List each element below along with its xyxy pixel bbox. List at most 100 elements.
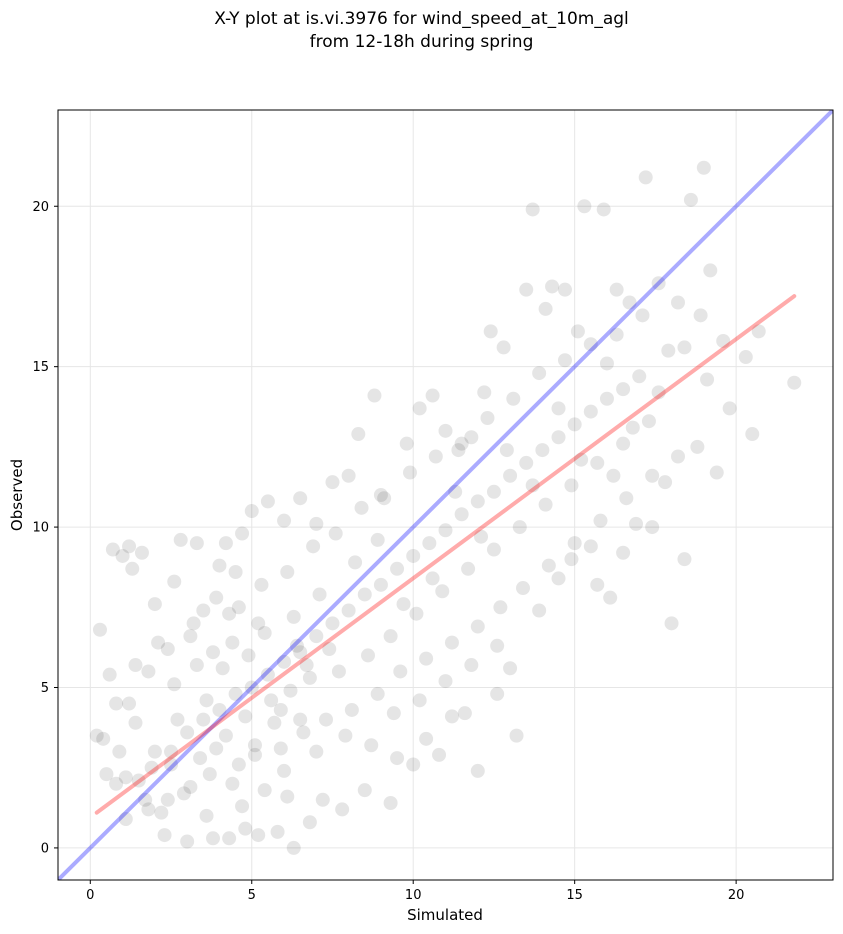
y-tick-label: 5 [41,681,49,696]
data-point [658,475,673,490]
data-point [541,558,556,573]
data-point [503,468,518,483]
data-point [228,686,243,701]
data-point [677,552,692,567]
data-point [160,792,175,807]
x-tick-label: 20 [728,888,745,903]
data-point [257,625,272,640]
data-point [189,536,204,551]
data-point [109,696,124,711]
data-point [273,702,288,717]
data-point [509,728,524,743]
data-point [386,706,401,721]
y-tick-label: 10 [32,521,49,536]
data-point [570,324,585,339]
data-point [693,308,708,323]
data-point [477,385,492,400]
data-point [470,763,485,778]
data-point [480,411,495,425]
data-point [738,350,753,365]
data-point [328,526,343,541]
data-point [373,488,388,502]
data-point [309,744,324,759]
data-point [583,337,598,352]
data-point [574,452,589,467]
data-point [493,600,508,615]
grid [58,110,833,880]
data-point [357,587,372,602]
data-point [361,648,375,663]
data-point [483,324,498,339]
chart-title-line2: from 12-18h during spring [309,32,534,52]
data-point [651,276,666,291]
data-point [244,680,259,695]
data-point [309,516,324,531]
data-point [370,532,385,547]
data-point [422,536,437,551]
data-point [444,635,459,650]
data-point [787,375,802,390]
data-point [225,635,240,650]
data-point [180,834,195,849]
data-point [551,430,566,445]
data-point [464,430,479,445]
data-point [193,751,208,766]
data-point [309,629,324,644]
data-point [118,770,133,785]
data-point [257,783,272,798]
data-point [557,282,572,297]
data-point [438,674,453,689]
data-point [277,513,292,528]
data-point [599,356,614,371]
data-point [474,529,489,544]
data-point [325,616,340,631]
data-point [115,548,130,563]
data-point [186,616,201,631]
data-point [557,353,572,368]
data-point [690,439,705,454]
y-tick-label: 15 [32,360,49,375]
data-point [696,160,711,175]
data-point [341,468,356,483]
data-point [247,738,262,753]
data-point [338,728,353,743]
data-point [322,642,337,656]
data-point [299,658,314,673]
data-point [664,616,679,631]
data-point [102,667,117,682]
data-point [189,658,204,673]
y-tick-label: 20 [32,200,49,215]
data-point [286,609,301,624]
data-point [241,648,256,663]
data-point [464,658,479,673]
data-point [425,388,440,403]
x-tick-label: 10 [405,888,422,903]
data-point [583,404,598,419]
data-point [577,199,592,214]
data-point [164,744,179,759]
data-point [125,561,140,576]
data-point [671,295,685,310]
data-point [367,388,382,403]
data-point [238,821,253,836]
data-point [231,600,246,615]
data-point [551,401,566,416]
data-point [196,712,211,727]
data-point [486,484,501,499]
data-point [273,741,288,756]
data-point [496,340,511,355]
data-point [122,539,137,554]
data-point [622,295,637,310]
data-point [151,635,166,650]
data-point [419,731,434,746]
data-point [370,686,385,701]
reference-lines [58,110,833,880]
data-point [399,436,414,451]
data-point [538,497,553,512]
data-point [551,571,566,586]
data-point [512,520,527,535]
data-point [435,584,450,599]
data-point [286,840,301,855]
data-point [519,455,534,470]
data-point [134,545,149,560]
